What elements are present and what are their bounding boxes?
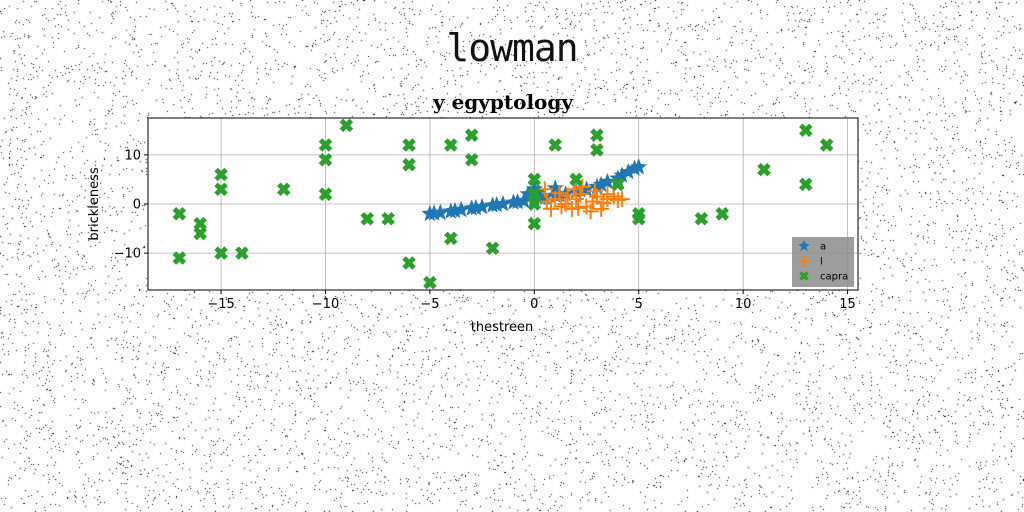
legend: al capra bbox=[792, 237, 854, 287]
data-point-capra bbox=[822, 140, 832, 150]
data-point-capra bbox=[279, 184, 289, 194]
y-tick-label: −10 bbox=[114, 247, 141, 262]
data-point-capra bbox=[321, 189, 331, 199]
data-point-capra bbox=[592, 130, 602, 140]
legend-label-a: a bbox=[820, 242, 826, 253]
data-point-capra bbox=[529, 219, 539, 229]
x-tick-label: 5 bbox=[635, 297, 643, 312]
legend-label-capra: capra bbox=[820, 272, 848, 283]
data-point-capra bbox=[717, 209, 727, 219]
x-tick-label: 0 bbox=[530, 297, 538, 312]
legend-label-l: l bbox=[820, 257, 823, 268]
y-tick-label: 0 bbox=[133, 198, 141, 213]
data-point-capra bbox=[341, 120, 351, 130]
data-point-capra bbox=[488, 243, 498, 253]
data-point-capra bbox=[550, 140, 560, 150]
x-tick-label: 10 bbox=[735, 297, 752, 312]
data-point-capra bbox=[592, 145, 602, 155]
data-point-capra bbox=[467, 130, 477, 140]
data-point-capra bbox=[321, 155, 331, 165]
x-tick-label: 15 bbox=[839, 297, 856, 312]
data-point-capra bbox=[613, 179, 623, 189]
data-point-capra bbox=[195, 228, 205, 238]
x-axis-label: thestreen bbox=[471, 320, 534, 335]
data-point-capra bbox=[404, 160, 414, 170]
data-point-capra bbox=[174, 209, 184, 219]
data-point-capra bbox=[216, 170, 226, 180]
data-point-capra bbox=[216, 184, 226, 194]
y-axis-label: brickleness bbox=[87, 167, 102, 241]
data-point-capra bbox=[174, 253, 184, 263]
data-point-capra bbox=[321, 140, 331, 150]
x-tick-label: −10 bbox=[312, 297, 339, 312]
data-point-capra bbox=[801, 125, 811, 135]
data-point-capra bbox=[467, 155, 477, 165]
x-tick-label: −15 bbox=[207, 297, 234, 312]
data-point-capra bbox=[404, 140, 414, 150]
y-tick-label: 10 bbox=[124, 148, 141, 163]
data-point-capra bbox=[759, 165, 769, 175]
data-point-capra bbox=[446, 233, 456, 243]
data-point-capra bbox=[446, 140, 456, 150]
data-point-capra bbox=[529, 199, 539, 209]
data-point-capra bbox=[362, 214, 372, 224]
data-point-capra bbox=[529, 174, 539, 184]
data-point-capra bbox=[404, 258, 414, 268]
data-point-capra bbox=[634, 214, 644, 224]
data-point-capra bbox=[801, 179, 811, 189]
x-tick-label: −5 bbox=[420, 297, 439, 312]
legend-marker-capra bbox=[801, 273, 808, 280]
data-point-capra bbox=[425, 278, 435, 288]
chart-title: y egyptology bbox=[432, 90, 574, 114]
data-point-capra bbox=[696, 214, 706, 224]
data-point-capra bbox=[383, 214, 393, 224]
data-point-capra bbox=[237, 248, 247, 258]
data-point-capra bbox=[571, 174, 581, 184]
data-point-capra bbox=[216, 248, 226, 258]
